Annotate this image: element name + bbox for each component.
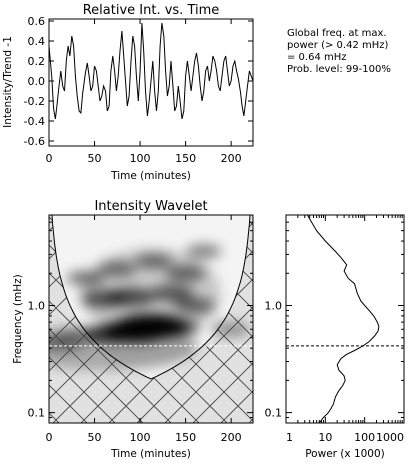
- gp-xtick-label: 1000: [376, 431, 404, 444]
- ts-xtick-label: 100: [130, 152, 151, 165]
- ts-xtick-label: 200: [221, 152, 242, 165]
- gp-xtick-label: 1: [286, 431, 293, 444]
- wavelet-ylabel: Frequency (mHz): [12, 274, 24, 363]
- note-line-2: power (> 0.42 mHz): [287, 40, 389, 51]
- ts-ytick-label: 0.4: [28, 35, 46, 48]
- ts-ytick-label: -0.4: [24, 115, 45, 128]
- time-series-line: [48, 22, 254, 120]
- time-series-xlabel: Time (minutes): [110, 170, 191, 182]
- wavelet-axes: 0 50 100 150 200 0.1 1.0: [28, 214, 253, 444]
- wavelet-feature: [174, 297, 216, 314]
- wavelet-feature: [134, 253, 173, 269]
- gp-ytick-label: 1.0: [265, 300, 283, 313]
- ts-xtick-label: 150: [175, 152, 196, 165]
- ts-ytick-label: -0.6: [24, 135, 45, 148]
- wavelet-xlabel: Time (minutes): [110, 448, 191, 460]
- ts-xtick-label: 0: [46, 152, 53, 165]
- wavelet-feature: [153, 319, 200, 337]
- note-line-4: Prob. level: 99-100%: [287, 64, 391, 75]
- global-power-plot: [286, 214, 404, 424]
- note-line-1: Global freq. at max.: [287, 28, 387, 39]
- ts-ytick-label: 0.2: [28, 55, 46, 68]
- wavelet-frame: [48, 214, 254, 424]
- wavelet-ytick-label: 1.0: [28, 300, 46, 313]
- wavelet-feature: [87, 324, 139, 343]
- ts-ytick-label: -0.2: [24, 95, 45, 108]
- wavelet-xtick-label: 0: [46, 431, 53, 444]
- global-power-axes: 1 10 100 1000 0.1 1.0: [265, 214, 405, 444]
- global-power-xlabel: Power (x 1000): [305, 448, 385, 460]
- wavelet-feature: [66, 270, 105, 286]
- note-line-3: = 0.64 mHz: [287, 52, 347, 63]
- wavelet-title: Intensity Wavelet: [94, 199, 207, 214]
- global-power-panel: 1 10 100 1000 0.1 1.0 Power (x 1000): [265, 214, 405, 460]
- wavelet-ytick-label: 0.1: [28, 407, 46, 420]
- gp-ytick-label: 0.1: [265, 407, 283, 420]
- time-series-title: Relative Int. vs. Time: [83, 3, 220, 18]
- wavelet-xtick-label: 100: [130, 431, 151, 444]
- cone-of-influence-line: [51, 215, 251, 380]
- wavelet-feature: [165, 265, 207, 282]
- wavelet-panel: Intensity Wavelet 0 50 100 150 200 0.1 1.0 Tim…: [12, 199, 254, 460]
- ts-xtick-label: 50: [88, 152, 102, 165]
- wavelet-feature: [80, 290, 127, 308]
- cone-of-influence-hatch: [49, 215, 253, 423]
- global-power-frame: [285, 214, 405, 424]
- time-series-panel: Relative Int. vs. Time 0 50 100 150 200 -0.6 -…: [2, 3, 254, 182]
- gp-xtick-label: 10: [318, 431, 332, 444]
- wavelet-feature: [150, 285, 194, 302]
- ts-ytick-label: 0.6: [28, 15, 46, 28]
- time-series-frame: [48, 18, 254, 147]
- wavelet-xtick-label: 200: [221, 431, 242, 444]
- wavelet-xtick-label: 50: [88, 431, 102, 444]
- wavelet-feature: [98, 261, 137, 277]
- time-series-ylabel: Intensity/Trend -1: [2, 36, 14, 128]
- ts-ytick-label: 0.0: [28, 75, 46, 88]
- cone-of-influence-shade: [49, 215, 253, 423]
- gp-xtick-label: 100: [354, 431, 375, 444]
- global-power-line: [306, 214, 380, 424]
- wavelet-feature: [186, 244, 222, 259]
- time-series-axes: 0 50 100 150 200 -0.6 -0.4 -0.2 0.0 0.2 0.4 0.6: [24, 15, 253, 165]
- time-series-plot: [48, 22, 254, 120]
- wavelet-xtick-label: 150: [175, 431, 196, 444]
